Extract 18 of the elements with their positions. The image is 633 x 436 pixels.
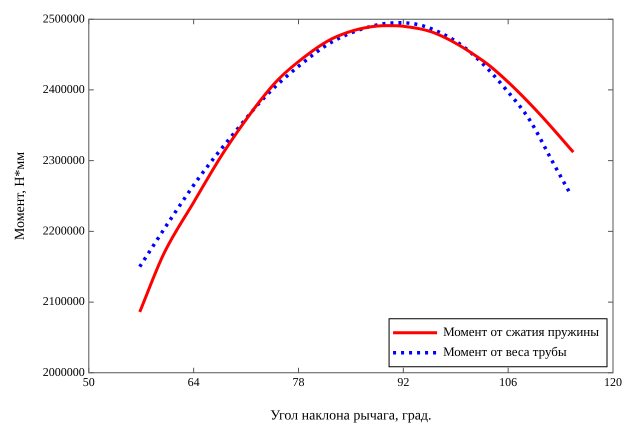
y-tick-label: 2200000: [42, 224, 85, 238]
x-tick-label: 50: [82, 375, 95, 390]
line-series: [138, 20, 572, 268]
y-tick-label: 2000000: [42, 364, 85, 379]
legend-label: Момент от сжатия пружины: [443, 324, 600, 340]
x-tick-label: 120: [604, 375, 622, 390]
x-axis-title: Угол наклона рычага, град.: [270, 408, 432, 424]
y-tick-label: 2100000: [42, 294, 85, 308]
x-tick-label: 64: [188, 375, 200, 390]
y-tick-label: 2500000: [42, 11, 85, 26]
x-tick-label: 78: [292, 375, 304, 390]
y-axis-title: Момент, Н*мм: [13, 152, 28, 240]
legend-label: Момент от веса трубы: [443, 344, 567, 360]
y-tick-label: 2300000: [42, 152, 85, 167]
line-series: [138, 24, 575, 314]
x-tick-label: 92: [397, 375, 410, 390]
y-tick-label: 2400000: [42, 82, 85, 96]
x-tick-label: 106: [499, 375, 518, 390]
